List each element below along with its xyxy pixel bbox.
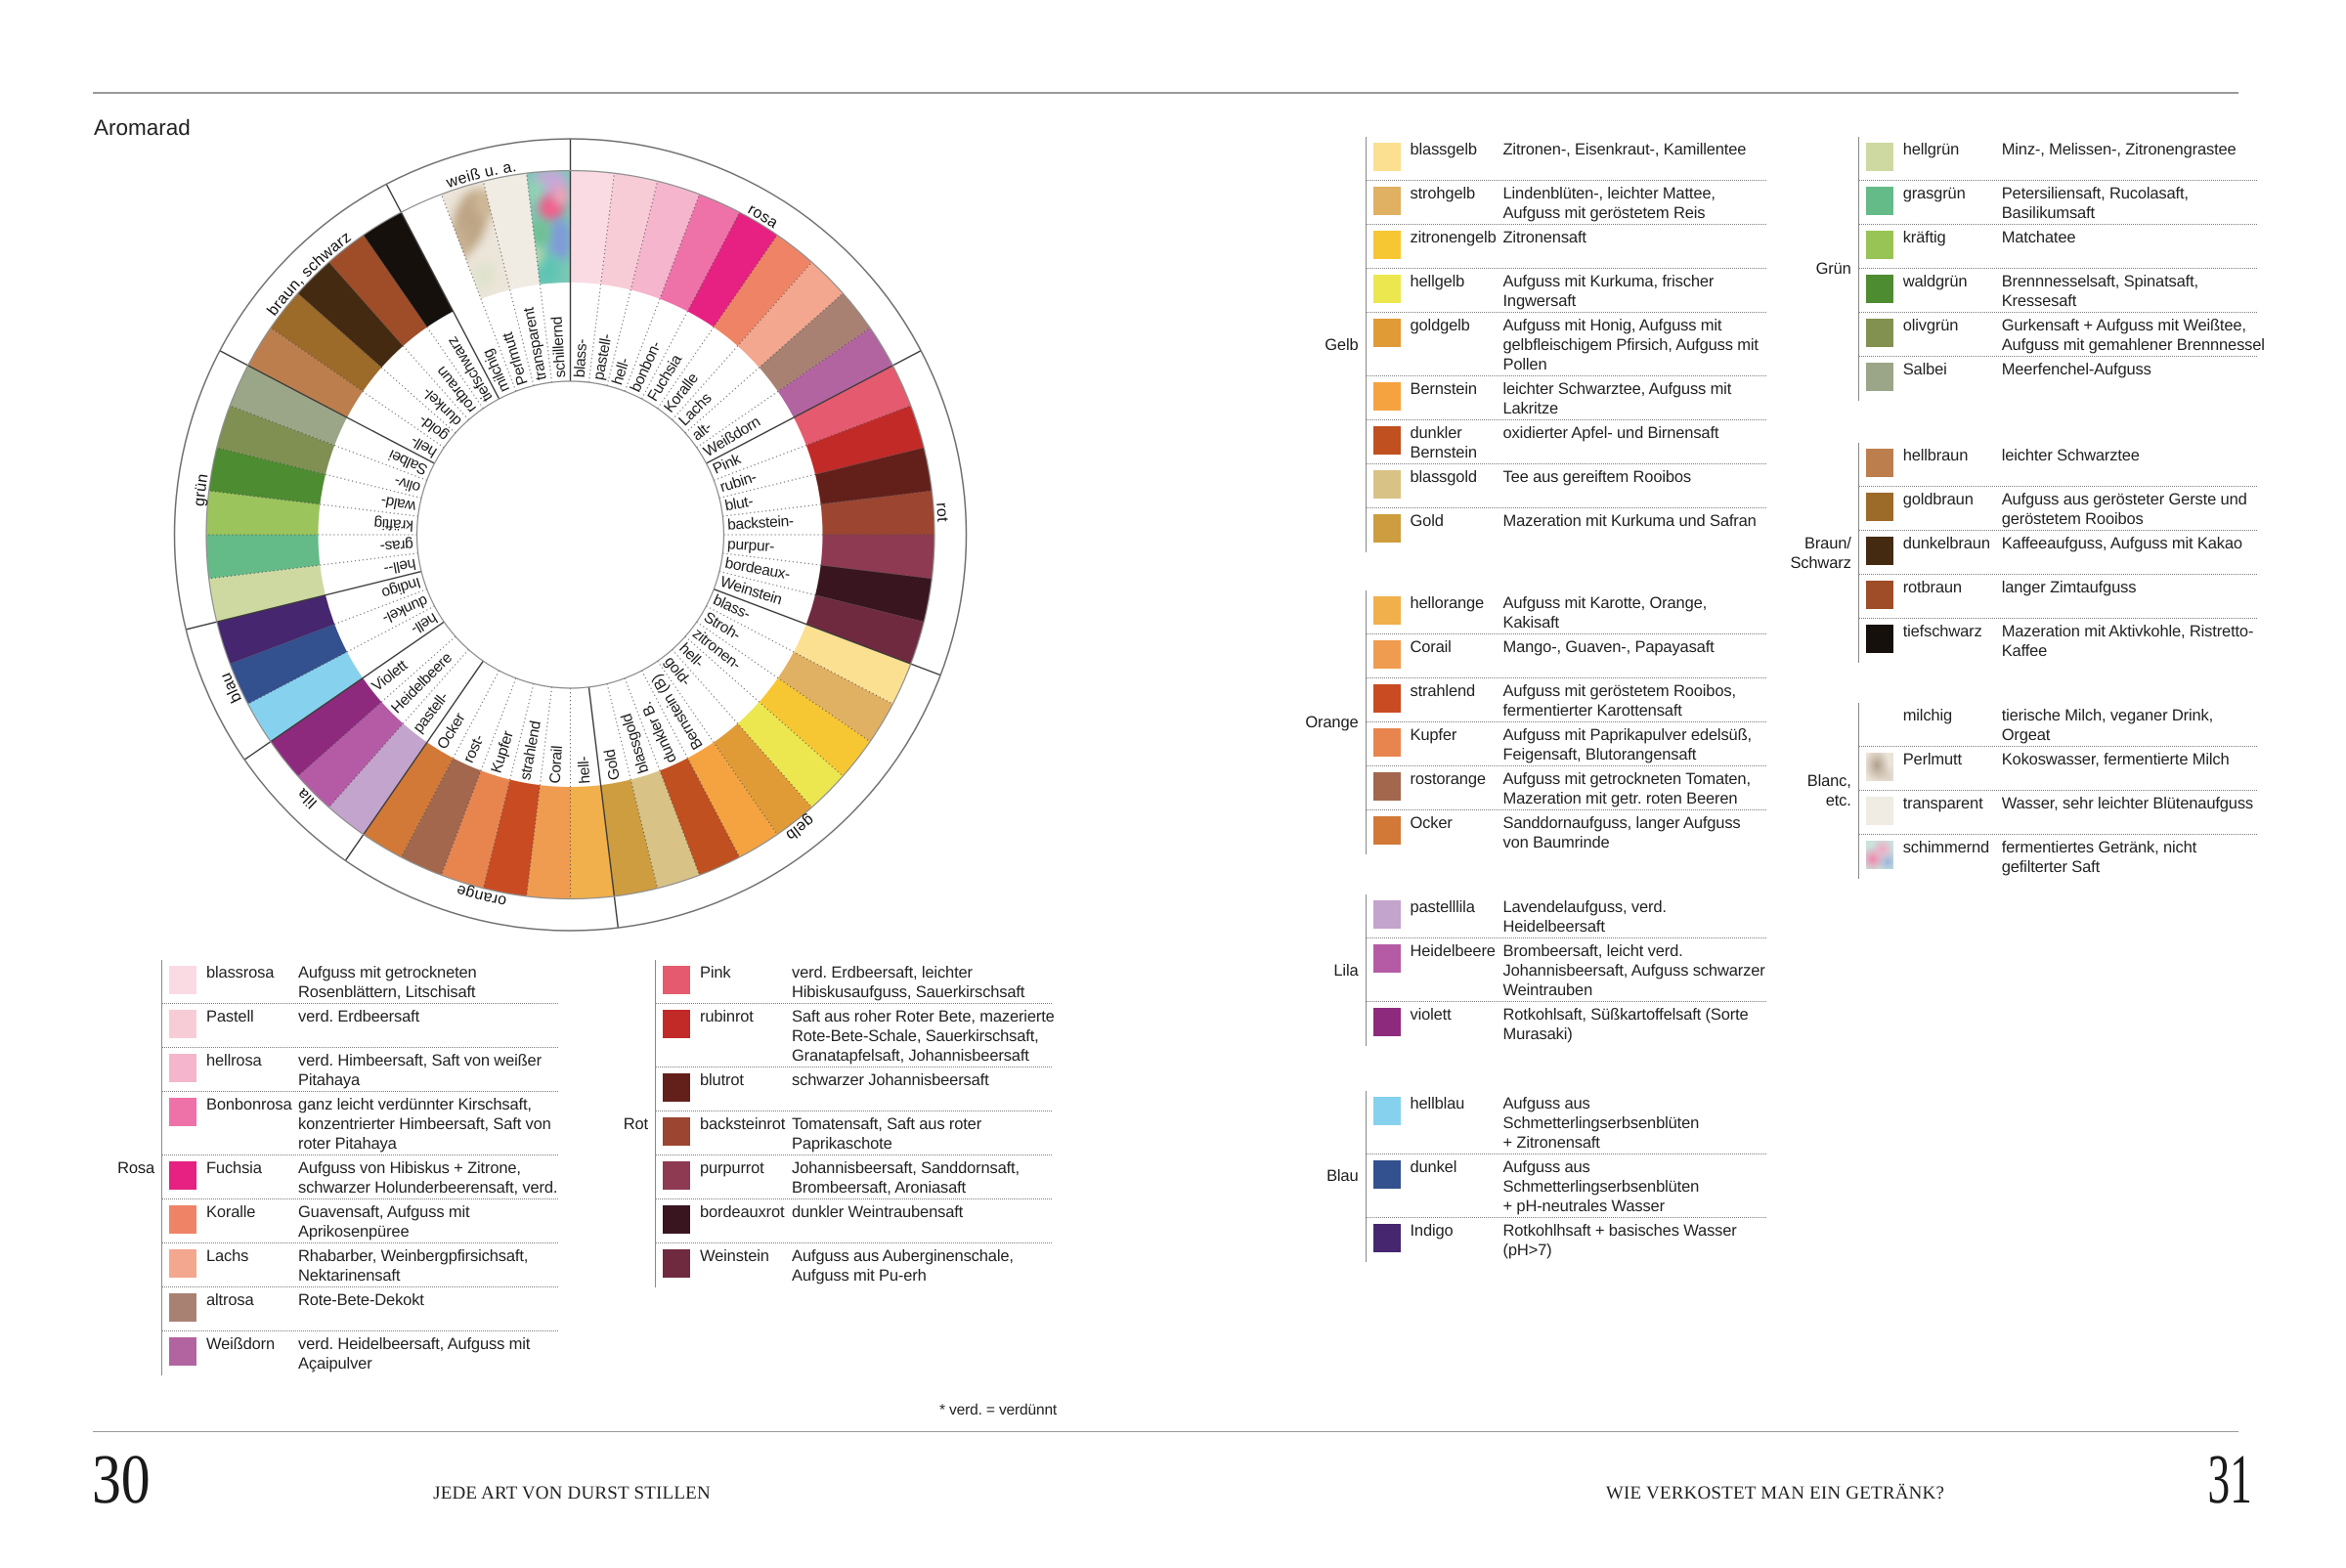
svg-text:gras-: gras- <box>379 536 413 554</box>
svg-text:blut-: blut- <box>723 493 754 514</box>
svg-text:hell-: hell- <box>576 756 594 784</box>
svg-text:schillernd: schillernd <box>549 316 570 377</box>
svg-text:kräftig: kräftig <box>373 514 413 533</box>
svg-text:backstein-: backstein- <box>727 513 795 534</box>
svg-text:Ocker: Ocker <box>434 711 468 753</box>
svg-text:hell--: hell-- <box>382 555 416 578</box>
svg-text:Gold: Gold <box>601 748 623 781</box>
svg-text:grün: grün <box>192 472 212 506</box>
svg-text:rot: rot <box>933 501 950 522</box>
svg-text:strahlend: strahlend <box>517 719 544 781</box>
svg-text:purpur-: purpur- <box>727 536 775 555</box>
svg-text:wald-: wald- <box>380 492 418 514</box>
svg-text:Corail: Corail <box>547 745 566 784</box>
svg-text:blass-: blass- <box>572 338 590 378</box>
